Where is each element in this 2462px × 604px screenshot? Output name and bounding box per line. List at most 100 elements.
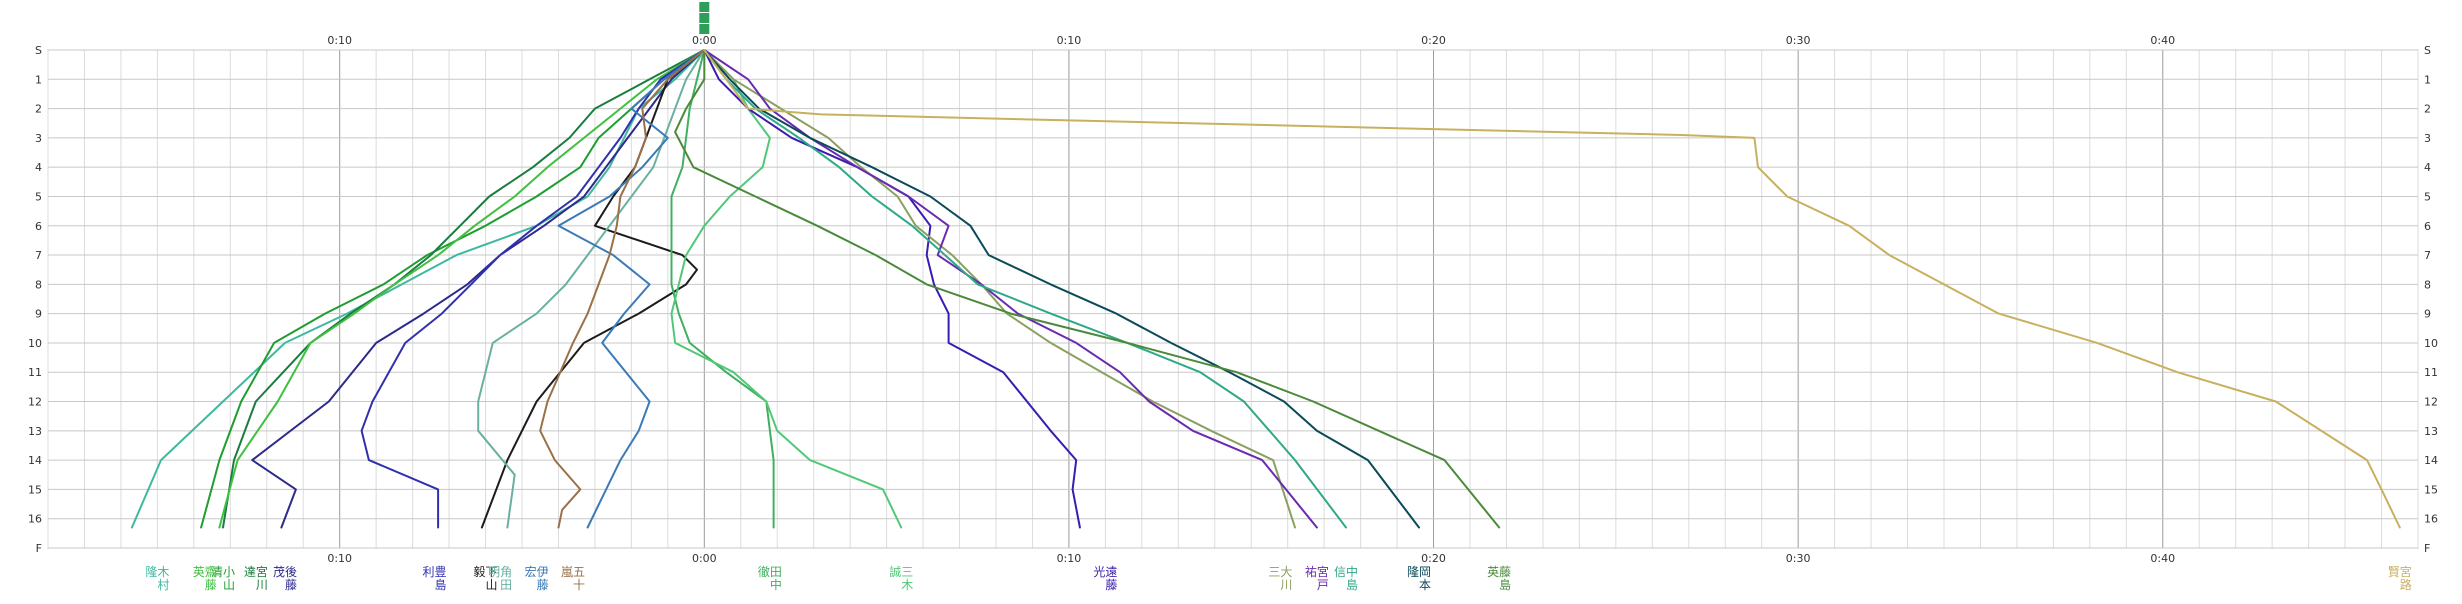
y-tick-label-left: 9 [35,308,42,321]
series-line [703,49,1420,529]
y-tick-label-left: 1 [35,73,42,86]
y-tick-label-right: 13 [2424,425,2438,438]
series-name-char: 英 [193,565,205,579]
series-name-label: 宮戸祐 [1305,564,1329,592]
series-name-char: 賢 [2388,565,2400,579]
y-tick-label-left: 5 [35,190,42,203]
series-line [218,49,706,529]
y-tick-label-right: 15 [2424,483,2438,496]
series-name-char: 齋 [205,564,217,579]
series-name-label: 田中徹 [758,564,782,592]
series-name-label: 五十嵐 [561,565,585,592]
series-name-char: 角 [500,565,512,579]
y-tick-label-right: 16 [2424,513,2438,526]
y-tick-label-right: 12 [2424,396,2438,409]
y-tick-label-right: 11 [2424,366,2438,379]
series-name-char: 嵐 [561,565,573,579]
series-name-char: 島 [1499,577,1511,592]
x-tick-label-bottom: 0:20 [1421,552,1446,565]
x-tick-label-top: 0:20 [1421,34,1446,47]
y-tick-label-left: 3 [35,132,42,145]
y-tick-label-left: 16 [28,513,42,526]
x-tick-label-bottom: 0:10 [1057,552,1082,565]
series-name-char: 山 [486,578,498,592]
series-line [670,49,775,529]
series-line [670,49,903,529]
y-tick-label-left: 2 [35,103,42,116]
series-line [360,49,706,529]
y-tick-label-right: 6 [2424,220,2431,233]
x-tick-label-bottom: 0:40 [2150,552,2175,565]
series-name-char: 藤 [205,578,217,592]
series-line [703,49,1296,529]
y-tick-label-right: 3 [2424,132,2431,145]
series-name-char: 遠 [1105,565,1117,579]
series-name-char: 戸 [1317,578,1329,592]
label-layer: 木村隆 小山清 宮川達 後藤茂齋藤英 豊島利 下山毅 角田明 伊藤宏 五十嵐 田中徹 三木誠 遠藤光大… [145,564,2411,592]
series-line [539,49,706,529]
y-tick-label-right: 14 [2424,454,2438,467]
series-name-char: 三 [901,565,913,579]
series-name-char: 木 [901,578,913,592]
series-name-char: 茂 [273,565,285,579]
series-name-char: 隆 [145,564,157,579]
series-name-char: 利 [422,565,434,579]
series-name-label: 小山清 [211,565,235,592]
series-line [703,49,2401,529]
series-name-char: 山 [223,578,235,592]
y-tick-label-left: 11 [28,366,42,379]
y-tick-label-left: 6 [35,220,42,233]
series-layer [130,49,2401,529]
series-name-char: 宮 [2400,564,2412,579]
series-line [703,49,1081,529]
series-name-char: 田 [500,578,512,592]
series-name-char: 岡 [1419,565,1431,579]
series-line [703,49,1318,529]
x-tick-label-top: 0:10 [1057,34,1082,47]
x-tick-label-top: 0:10 [327,34,352,47]
y-tick-label-right: 10 [2424,337,2438,350]
series-name-char: 毅 [474,564,486,579]
series-name-char: 豊 [434,565,446,579]
series-name-label: 中島信 [1334,564,1358,592]
series-name-label: 木村隆 [145,564,169,592]
series-name-char: 木 [157,565,169,579]
series-name-char: 藤 [1499,565,1511,579]
series-name-char: 川 [256,578,268,592]
y-tick-label-left: 15 [28,483,42,496]
series-name-char: 信 [1334,565,1346,579]
series-name-label: 後藤茂 [273,565,297,592]
series-name-label: 遠藤光 [1093,565,1117,592]
grid-layer [47,49,2419,549]
series-name-label: 岡本隆 [1407,564,1431,592]
x-tick-label-top: 0:00 [692,34,717,47]
series-name-label: 宮路賢 [2388,564,2412,592]
series-name-label: 三木誠 [889,565,913,592]
series-name-char: 五 [573,565,585,579]
y-tick-label-left: 10 [28,337,42,350]
series-name-label: 豊島利 [422,565,446,592]
series-name-char: 路 [2400,577,2412,592]
series-line [477,49,706,529]
series-line [480,49,706,529]
series-name-char: 島 [1346,577,1358,592]
series-name-char: 藤 [285,578,297,592]
series-name-char: 村 [157,578,169,592]
series-name-char: 大 [1280,565,1292,579]
series-name-char: 宮 [1317,564,1329,579]
y-tick-label-right: 7 [2424,249,2431,262]
y-tick-label-right: 8 [2424,278,2431,291]
series-name-char: 十 [573,578,585,592]
series-name-char: 明 [488,565,500,579]
series-name-label: 藤島英 [1487,565,1511,592]
tick-layer: 0:10 0:10 0:00 0:00 0:10 0:10 0:20 0:20 0:30 0:30… [28,2,2438,565]
series-name-char: 光 [1093,565,1105,579]
x-tick-label-bottom: 0:30 [1786,552,1811,565]
series-name-char: 祐 [1305,565,1317,579]
series-name-char: 小 [223,565,235,579]
series-name-char: 島 [434,577,446,592]
series-name-label: 下山毅 [474,564,498,592]
y-tick-label-right: 5 [2424,190,2431,203]
series-name-char: 中 [1346,564,1358,579]
